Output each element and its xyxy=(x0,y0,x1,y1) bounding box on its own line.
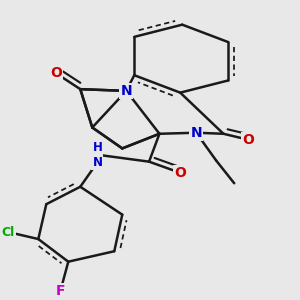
Text: O: O xyxy=(242,133,254,147)
Text: N: N xyxy=(121,84,132,98)
Text: O: O xyxy=(50,67,62,80)
Text: F: F xyxy=(56,284,65,298)
Text: O: O xyxy=(174,166,186,180)
Text: Cl: Cl xyxy=(2,226,15,238)
Text: N: N xyxy=(190,126,202,140)
Text: H
N: H N xyxy=(92,141,102,169)
